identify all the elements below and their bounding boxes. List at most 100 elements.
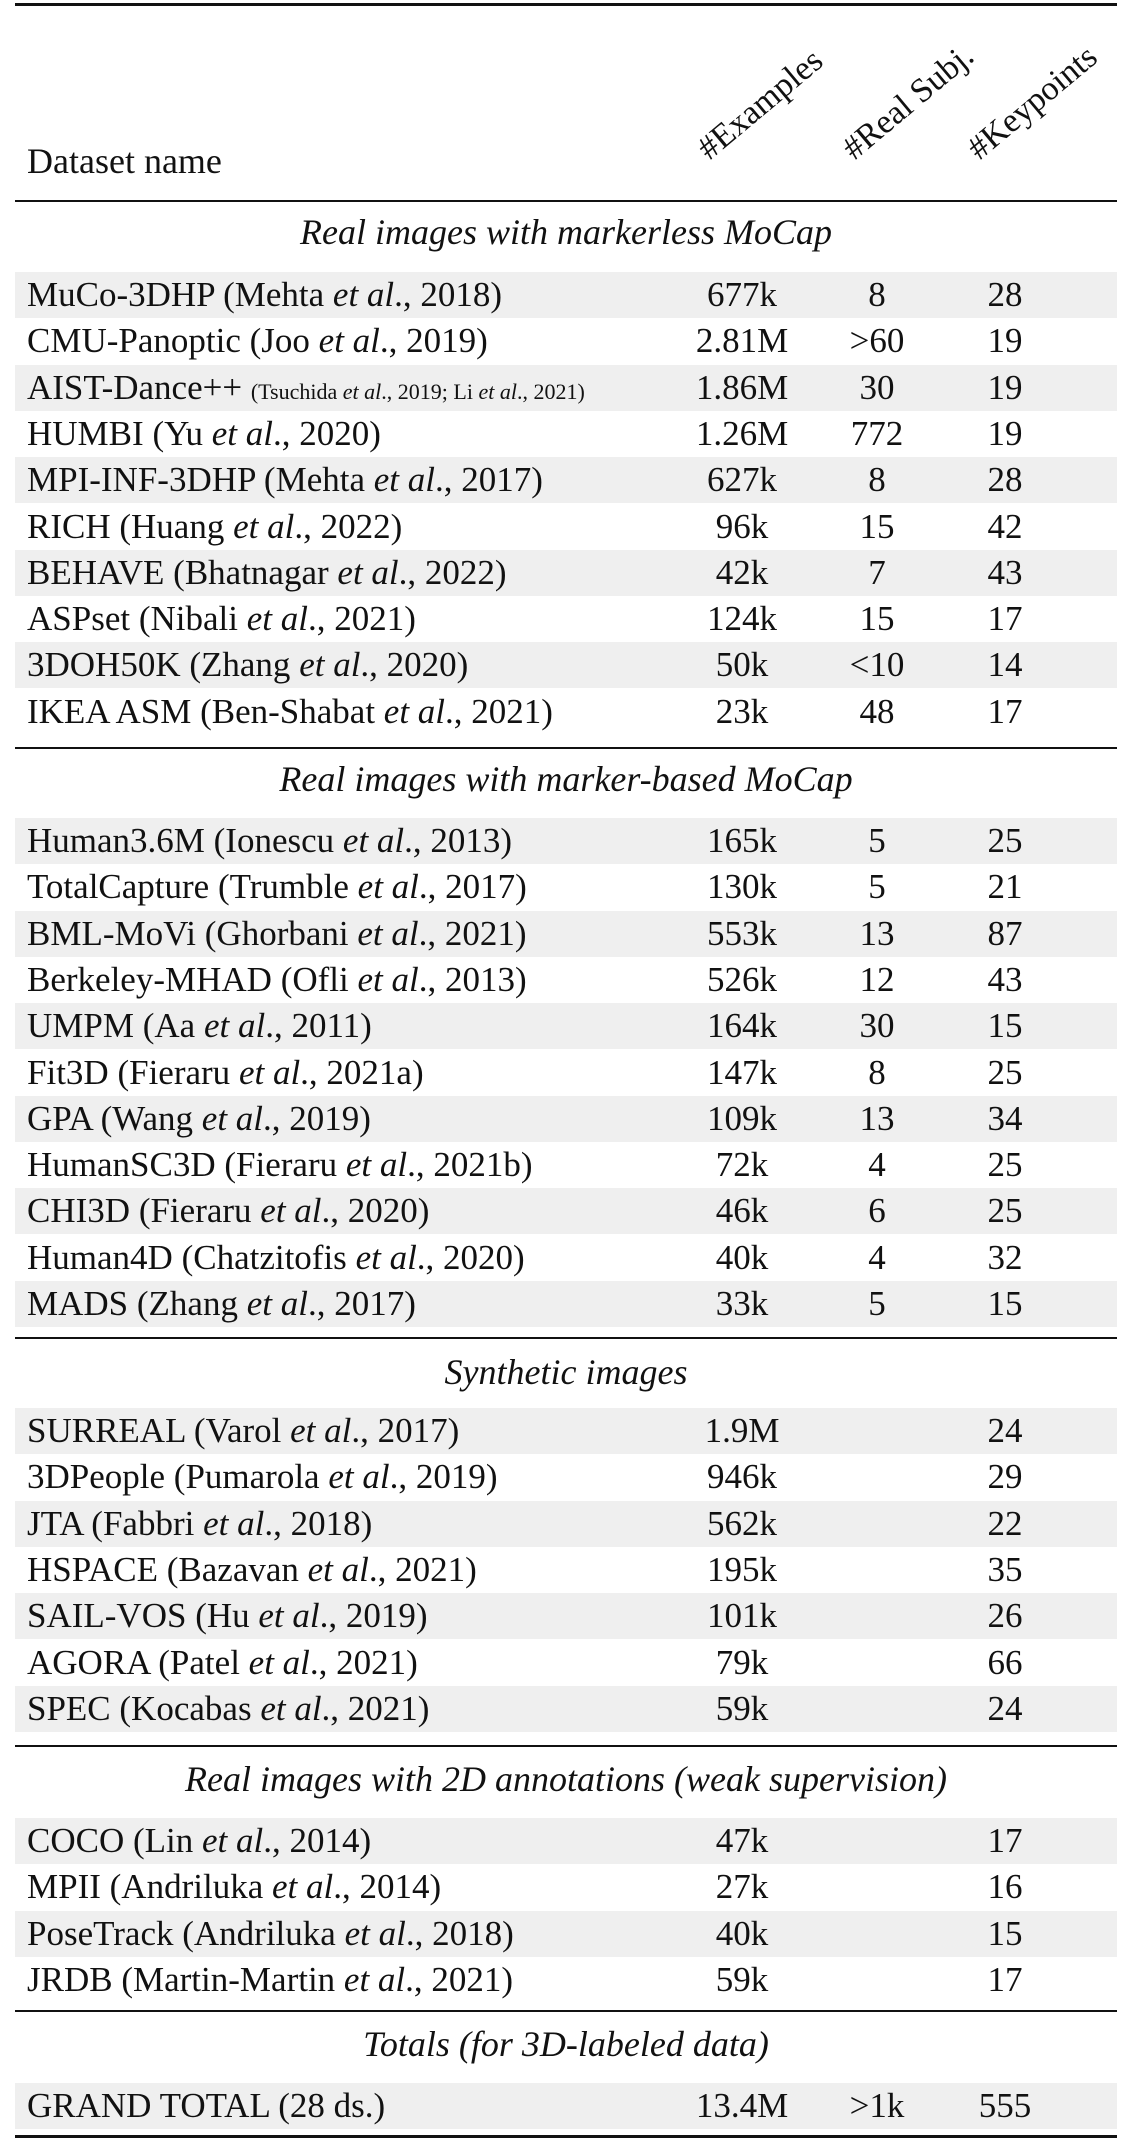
- examples-cell: 47k: [715, 1821, 769, 1860]
- real-subj-cell: [822, 1454, 932, 1500]
- citation: (Fabbri et al., 2018): [91, 1503, 373, 1543]
- examples-cell: 109k: [707, 1098, 777, 1138]
- citation: (Lin et al., 2014): [133, 1821, 372, 1860]
- real-subj-cell: [822, 1547, 932, 1593]
- keypoints-cell: 25: [987, 1052, 1023, 1092]
- keypoints-cell: 22: [987, 1503, 1023, 1543]
- table-row: CHI3D (Fieraru et al., 2020) 46k 6 25: [15, 1188, 1117, 1235]
- keypoints-cell: 87: [987, 913, 1023, 953]
- keypoints-cell: 35: [987, 1549, 1023, 1589]
- table-row: GRAND TOTAL (28 ds.) 13.4M >1k 555: [15, 2083, 1117, 2129]
- dataset-name-cell: MPII (Andriluka et al., 2014): [27, 1864, 441, 1910]
- real-subj-cell: 4: [868, 1145, 886, 1185]
- examples-cell: 195k: [707, 1549, 777, 1589]
- table-row: MuCo-3DHP (Mehta et al., 2018) 677k 8 28: [15, 272, 1117, 318]
- keypoints-cell: 34: [987, 1098, 1023, 1138]
- dataset-name-cell: MADS (Zhang et al., 2017): [27, 1281, 416, 1327]
- citation: (Patel et al., 2021): [158, 1642, 418, 1682]
- examples-cell: 42k: [715, 552, 769, 592]
- table-row: JTA (Fabbri et al., 2018) 562k 22: [15, 1500, 1117, 1547]
- keypoints-cell: 28: [987, 275, 1023, 314]
- dataset-name: CMU-Panoptic: [27, 321, 241, 361]
- table-row: 3DPeople (Pumarola et al., 2019) 946k 29: [15, 1454, 1117, 1500]
- citation: (Chatzitofis et al., 2020): [181, 1237, 525, 1277]
- dataset-name: Fit3D: [27, 1052, 109, 1092]
- real-subj-cell: 5: [868, 1284, 886, 1323]
- table-row: UMPM (Aa et al., 2011) 164k 30 15: [15, 1003, 1117, 1050]
- real-subj-cell: 772: [850, 413, 904, 453]
- table-row: Human4D (Chatzitofis et al., 2020) 40k 4 32: [15, 1235, 1117, 1281]
- dataset-name-cell: HSPACE (Bazavan et al., 2021): [27, 1547, 477, 1593]
- examples-cell: 33k: [715, 1284, 769, 1323]
- dataset-name: JRDB: [27, 1959, 113, 1999]
- table-row: 3DOH50K (Zhang et al., 2020) 50k <10 14: [15, 642, 1117, 689]
- examples-cell: 946k: [707, 1457, 777, 1497]
- table-row: PoseTrack (Andriluka et al., 2018) 40k 15: [15, 1910, 1117, 1957]
- dataset-name-cell: GPA (Wang et al., 2019): [27, 1096, 371, 1142]
- real-subj-cell: 13: [859, 913, 895, 953]
- real-subj-cell: 8: [868, 460, 886, 500]
- examples-cell: 79k: [715, 1642, 769, 1682]
- dataset-name: IKEA ASM: [27, 691, 192, 731]
- examples-cell: 526k: [707, 959, 777, 999]
- citation: (Fieraru et al., 2021a): [117, 1052, 424, 1092]
- table-row: TotalCapture (Trumble et al., 2017) 130k 5…: [15, 864, 1117, 910]
- examples-cell: 124k: [707, 599, 777, 639]
- col-header-keypoints: #Keypoints: [960, 38, 1105, 168]
- table-row: HumanSC3D (Fieraru et al., 2021b) 72k 4 25: [15, 1142, 1117, 1188]
- citation: (Varol et al., 2017): [193, 1411, 460, 1450]
- citation: (Nibali et al., 2021): [138, 599, 416, 639]
- dataset-name: GPA: [27, 1098, 92, 1138]
- col-header-real-subj: #Real Subj.: [835, 36, 981, 168]
- dataset-name-cell: ASPset (Nibali et al., 2021): [27, 596, 416, 642]
- examples-cell: 40k: [715, 1237, 769, 1277]
- keypoints-cell: 25: [987, 1191, 1023, 1231]
- section-title: Synthetic images: [444, 1352, 688, 1392]
- dataset-name-cell: Human3.6M (Ionescu et al., 2013): [27, 818, 512, 864]
- real-subj-cell: 15: [859, 506, 895, 546]
- dataset-name-cell: SPEC (Kocabas et al., 2021): [27, 1686, 429, 1732]
- real-subj-cell: <10: [849, 645, 905, 685]
- examples-cell: 1.9M: [704, 1411, 780, 1450]
- dataset-name-cell: AGORA (Patel et al., 2021): [27, 1640, 418, 1686]
- real-subj-cell: [822, 1864, 932, 1910]
- real-subj-cell: 13: [859, 1098, 895, 1138]
- keypoints-cell: 25: [987, 821, 1023, 860]
- section-rule: [15, 1337, 1117, 1339]
- dataset-name: RICH: [27, 506, 111, 546]
- dataset-name-cell: CMU-Panoptic (Joo et al., 2019): [27, 318, 488, 364]
- citation: (Trumble et al., 2017): [217, 867, 527, 907]
- keypoints-cell: 24: [987, 1411, 1023, 1450]
- table-row: Berkeley-MHAD (Ofli et al., 2013) 526k 12 4…: [15, 957, 1117, 1003]
- citation: (Fieraru et al., 2020): [138, 1191, 430, 1231]
- real-subj-cell: [822, 1818, 932, 1864]
- table-row: HUMBI (Yu et al., 2020) 1.26M 772 19: [15, 411, 1117, 457]
- citation: (Fieraru et al., 2021b): [224, 1145, 533, 1185]
- citation: (Ben-Shabat et al., 2021): [200, 691, 553, 731]
- dataset-name: ASPset: [27, 599, 131, 639]
- keypoints-cell: 15: [987, 1913, 1023, 1953]
- real-subj-cell: >1k: [849, 2086, 905, 2125]
- dataset-name: MPI-INF-3DHP: [27, 460, 256, 500]
- dataset-name-cell: AIST-Dance++ (Tsuchida et al., 2019; Li …: [27, 365, 585, 411]
- dataset-name: Human3.6M: [27, 821, 205, 860]
- dataset-name: SURREAL: [27, 1411, 186, 1450]
- citation: (Hu et al., 2019): [195, 1596, 428, 1636]
- keypoints-cell: 17: [987, 599, 1023, 639]
- table-row: COCO (Lin et al., 2014) 47k 17: [15, 1818, 1117, 1864]
- examples-cell: 59k: [715, 1688, 769, 1728]
- dataset-name-cell: JRDB (Martin-Martin et al., 2021): [27, 1957, 513, 2003]
- examples-cell: 40k: [715, 1913, 769, 1953]
- examples-cell: 147k: [707, 1052, 777, 1092]
- dataset-name: TotalCapture: [27, 867, 210, 907]
- dataset-name: Human4D: [27, 1237, 173, 1277]
- dataset-name-cell: Human4D (Chatzitofis et al., 2020): [27, 1235, 525, 1281]
- real-subj-cell: 48: [859, 691, 895, 731]
- real-subj-cell: [822, 1593, 932, 1639]
- dataset-name-cell: CHI3D (Fieraru et al., 2020): [27, 1188, 429, 1234]
- table-row: SAIL-VOS (Hu et al., 2019) 101k 26: [15, 1593, 1117, 1640]
- keypoints-cell: 43: [987, 959, 1023, 999]
- citation: (Huang et al., 2022): [119, 506, 403, 546]
- dataset-name: CHI3D: [27, 1191, 131, 1231]
- real-subj-cell: 12: [859, 959, 895, 999]
